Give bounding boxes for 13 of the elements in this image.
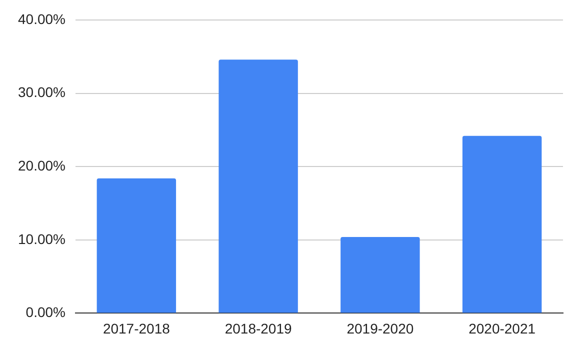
x-tick-label: 2020-2021 xyxy=(468,320,536,336)
x-tick-label: 2017-2018 xyxy=(102,320,170,336)
bar xyxy=(340,236,420,313)
bar xyxy=(218,60,298,313)
y-tick-label: 30.00% xyxy=(18,84,66,100)
y-tick-label: 40.00% xyxy=(18,10,66,27)
y-tick-label: 20.00% xyxy=(18,157,66,174)
bar xyxy=(462,136,542,313)
x-tick-label: 2019-2020 xyxy=(346,320,414,336)
bar xyxy=(96,178,176,313)
x-tick-label: 2018-2019 xyxy=(224,320,292,336)
y-tick-label: 0.00% xyxy=(26,304,66,320)
y-tick-label: 10.00% xyxy=(18,230,66,247)
